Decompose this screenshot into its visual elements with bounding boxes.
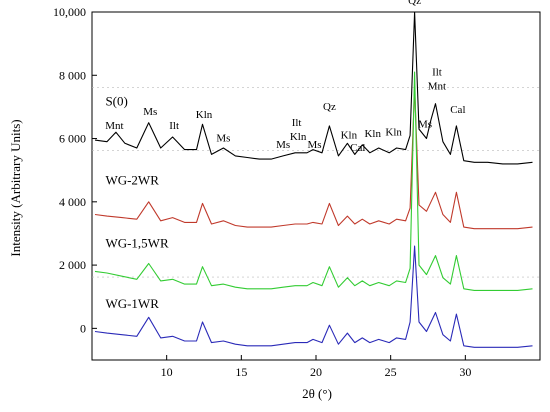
peak-annotation: Ms — [143, 106, 157, 118]
peak-annotation: Ms — [276, 139, 290, 151]
series-label: WG-1,5WR — [105, 236, 169, 251]
series-line-1 — [94, 87, 533, 230]
x-axis-title: 2θ (°) — [302, 386, 332, 401]
peak-annotation: Cal — [350, 142, 365, 154]
y-tick-label: 0 — [80, 321, 86, 335]
y-tick-label: 2 000 — [59, 258, 86, 272]
peak-annotation: Kln — [385, 126, 402, 138]
peak-annotation: Mnt — [428, 81, 446, 93]
peak-annotation: Ilt — [292, 117, 302, 129]
series-label: S(0) — [105, 93, 127, 108]
peak-annotation: Cal — [450, 104, 465, 116]
x-tick-label: 30 — [459, 365, 471, 379]
series-line-3 — [94, 245, 533, 348]
series-line-2 — [94, 71, 533, 291]
peak-annotation: Ms — [307, 139, 321, 151]
y-tick-label: 8 000 — [59, 68, 86, 82]
series-label: WG-2WR — [105, 172, 159, 187]
peak-annotation: Kln — [290, 131, 307, 143]
y-tick-label: 10,000 — [53, 5, 86, 19]
peak-annotation: Qz — [408, 0, 421, 7]
peak-annotation: Ms — [216, 133, 230, 145]
x-tick-label: 15 — [235, 365, 247, 379]
peak-annotation: Kln — [196, 109, 213, 121]
peak-annotation: Kln — [364, 128, 381, 140]
x-tick-label: 10 — [161, 365, 173, 379]
peak-annotation: Ms — [418, 118, 432, 130]
x-tick-label: 20 — [310, 365, 322, 379]
series-line-0 — [94, 11, 533, 165]
peak-annotation: Ilt — [169, 120, 179, 132]
series-layer — [94, 11, 533, 348]
y-axis-title: Intensity (Arbitrary Units) — [8, 119, 23, 256]
plot-frame — [91, 11, 541, 361]
peak-annotation: Ilt — [432, 66, 442, 78]
y-tick-label: 6 000 — [59, 132, 86, 146]
series-label: WG-1WR — [105, 296, 159, 311]
x-tick-label: 25 — [385, 365, 397, 379]
peak-annotation: Mnt — [105, 120, 123, 132]
y-tick-label: 4 000 — [59, 195, 86, 209]
axes-layer: 10 15 20 25 30 0 2 000 4 000 6 000 8 000 10,000 — [53, 5, 471, 379]
peak-annotation: Qz — [323, 101, 336, 113]
peak-annotation: Kln — [341, 130, 358, 142]
plot-border — [91, 11, 541, 361]
